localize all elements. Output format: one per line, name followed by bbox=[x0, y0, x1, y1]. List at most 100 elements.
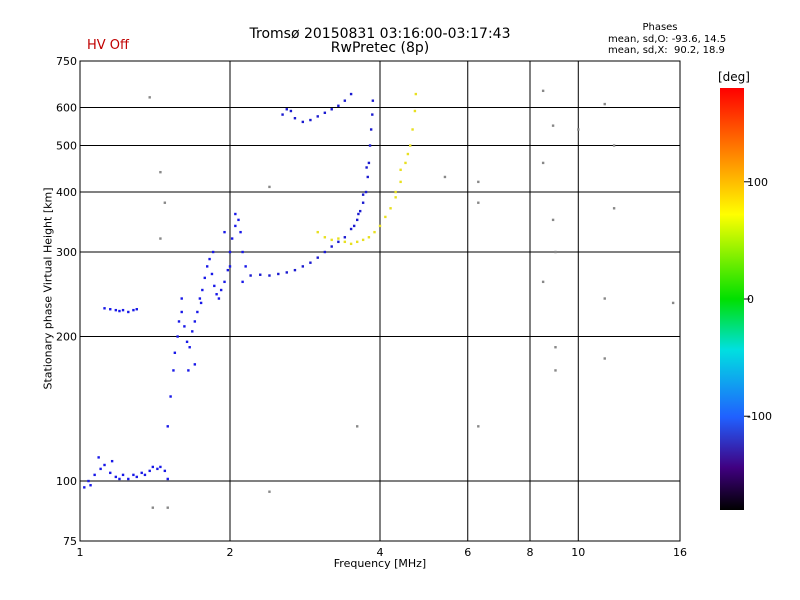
data-point bbox=[103, 463, 106, 467]
chart-subtitle: RwPretec (8p) bbox=[330, 40, 430, 56]
data-point bbox=[132, 308, 135, 312]
data-point bbox=[228, 250, 232, 254]
data-point bbox=[203, 276, 206, 280]
data-point bbox=[89, 484, 92, 487]
data-point bbox=[166, 425, 169, 428]
y-tick-label: 200 bbox=[56, 331, 77, 344]
data-point bbox=[277, 272, 280, 276]
data-point bbox=[337, 240, 340, 244]
data-point bbox=[309, 118, 312, 122]
colorbar-tick-label: -100 bbox=[747, 410, 772, 423]
data-point bbox=[148, 96, 151, 99]
data-point bbox=[169, 395, 172, 398]
data-point bbox=[159, 237, 162, 240]
y-tick-label: 600 bbox=[56, 102, 77, 115]
data-point bbox=[316, 256, 319, 259]
data-point bbox=[554, 346, 557, 349]
data-point bbox=[554, 369, 557, 372]
hv-status-text: HV Off bbox=[87, 38, 129, 53]
x-tick-label: 6 bbox=[464, 546, 471, 559]
data-point bbox=[223, 280, 226, 284]
data-point bbox=[384, 215, 387, 219]
data-point bbox=[477, 180, 480, 184]
data-point bbox=[183, 325, 186, 328]
data-point bbox=[143, 473, 147, 477]
data-point bbox=[118, 309, 121, 313]
data-point bbox=[114, 308, 118, 312]
data-point bbox=[337, 104, 340, 107]
data-point bbox=[365, 166, 368, 169]
data-point bbox=[289, 109, 293, 113]
data-point bbox=[199, 301, 203, 305]
colorbar bbox=[720, 88, 744, 510]
data-point bbox=[612, 207, 616, 210]
data-point bbox=[330, 238, 333, 242]
data-point bbox=[404, 161, 407, 165]
data-point bbox=[361, 238, 365, 242]
data-point bbox=[87, 479, 90, 483]
data-point bbox=[378, 224, 382, 228]
data-point bbox=[228, 265, 232, 268]
data-point bbox=[551, 124, 555, 127]
data-point bbox=[349, 242, 353, 246]
data-point bbox=[323, 250, 327, 254]
data-point bbox=[364, 190, 368, 194]
data-point bbox=[121, 473, 125, 477]
data-point bbox=[349, 227, 353, 231]
data-point bbox=[211, 250, 215, 254]
colorbar-tick-label: 0 bbox=[747, 293, 754, 306]
data-point bbox=[603, 102, 606, 106]
data-point bbox=[337, 237, 340, 240]
data-point bbox=[135, 308, 138, 311]
data-point bbox=[349, 92, 353, 96]
data-point bbox=[193, 363, 197, 366]
x-axis-label: Frequency [MHz] bbox=[333, 557, 427, 570]
data-point bbox=[477, 201, 480, 204]
data-point bbox=[268, 185, 271, 189]
data-point bbox=[163, 469, 167, 473]
data-point bbox=[241, 250, 244, 254]
data-point bbox=[330, 108, 333, 111]
data-point bbox=[188, 346, 191, 349]
data-point bbox=[355, 218, 359, 222]
data-point bbox=[367, 161, 371, 165]
data-point bbox=[361, 201, 365, 204]
data-point bbox=[414, 92, 418, 96]
data-point bbox=[301, 120, 305, 124]
colorbar-tick-label: 100 bbox=[747, 176, 768, 189]
data-point bbox=[389, 207, 392, 210]
data-point bbox=[443, 175, 447, 179]
data-point bbox=[193, 320, 197, 323]
data-point bbox=[394, 196, 397, 199]
data-point bbox=[223, 230, 226, 234]
data-point bbox=[159, 465, 162, 469]
phase-stats-x: mean, sd,X: 90.2, 18.9 bbox=[608, 45, 725, 56]
x-tick-label: 2 bbox=[227, 546, 234, 559]
data-point bbox=[208, 257, 211, 261]
data-point bbox=[352, 224, 356, 228]
data-point bbox=[477, 425, 480, 428]
x-tick-label: 8 bbox=[527, 546, 534, 559]
data-point bbox=[151, 465, 155, 469]
data-point bbox=[357, 212, 360, 216]
y-tick-label: 400 bbox=[56, 186, 77, 199]
y-tick-label: 500 bbox=[56, 140, 77, 153]
data-point bbox=[367, 236, 371, 239]
data-point bbox=[121, 308, 125, 312]
data-point bbox=[285, 108, 288, 111]
data-point bbox=[187, 369, 190, 372]
y-tick-label: 75 bbox=[63, 535, 77, 548]
data-point bbox=[577, 128, 580, 131]
data-point bbox=[205, 265, 209, 268]
data-point bbox=[166, 477, 169, 481]
data-point bbox=[343, 240, 347, 244]
data-point bbox=[409, 144, 412, 147]
data-point bbox=[603, 297, 606, 300]
data-point bbox=[118, 477, 121, 481]
data-point bbox=[103, 307, 106, 310]
data-point bbox=[219, 288, 223, 292]
data-point bbox=[358, 209, 362, 213]
data-point bbox=[343, 99, 347, 102]
phase-stats-o: mean, sd,O: -93.6, 14.5 bbox=[608, 34, 727, 45]
data-point bbox=[361, 193, 365, 196]
